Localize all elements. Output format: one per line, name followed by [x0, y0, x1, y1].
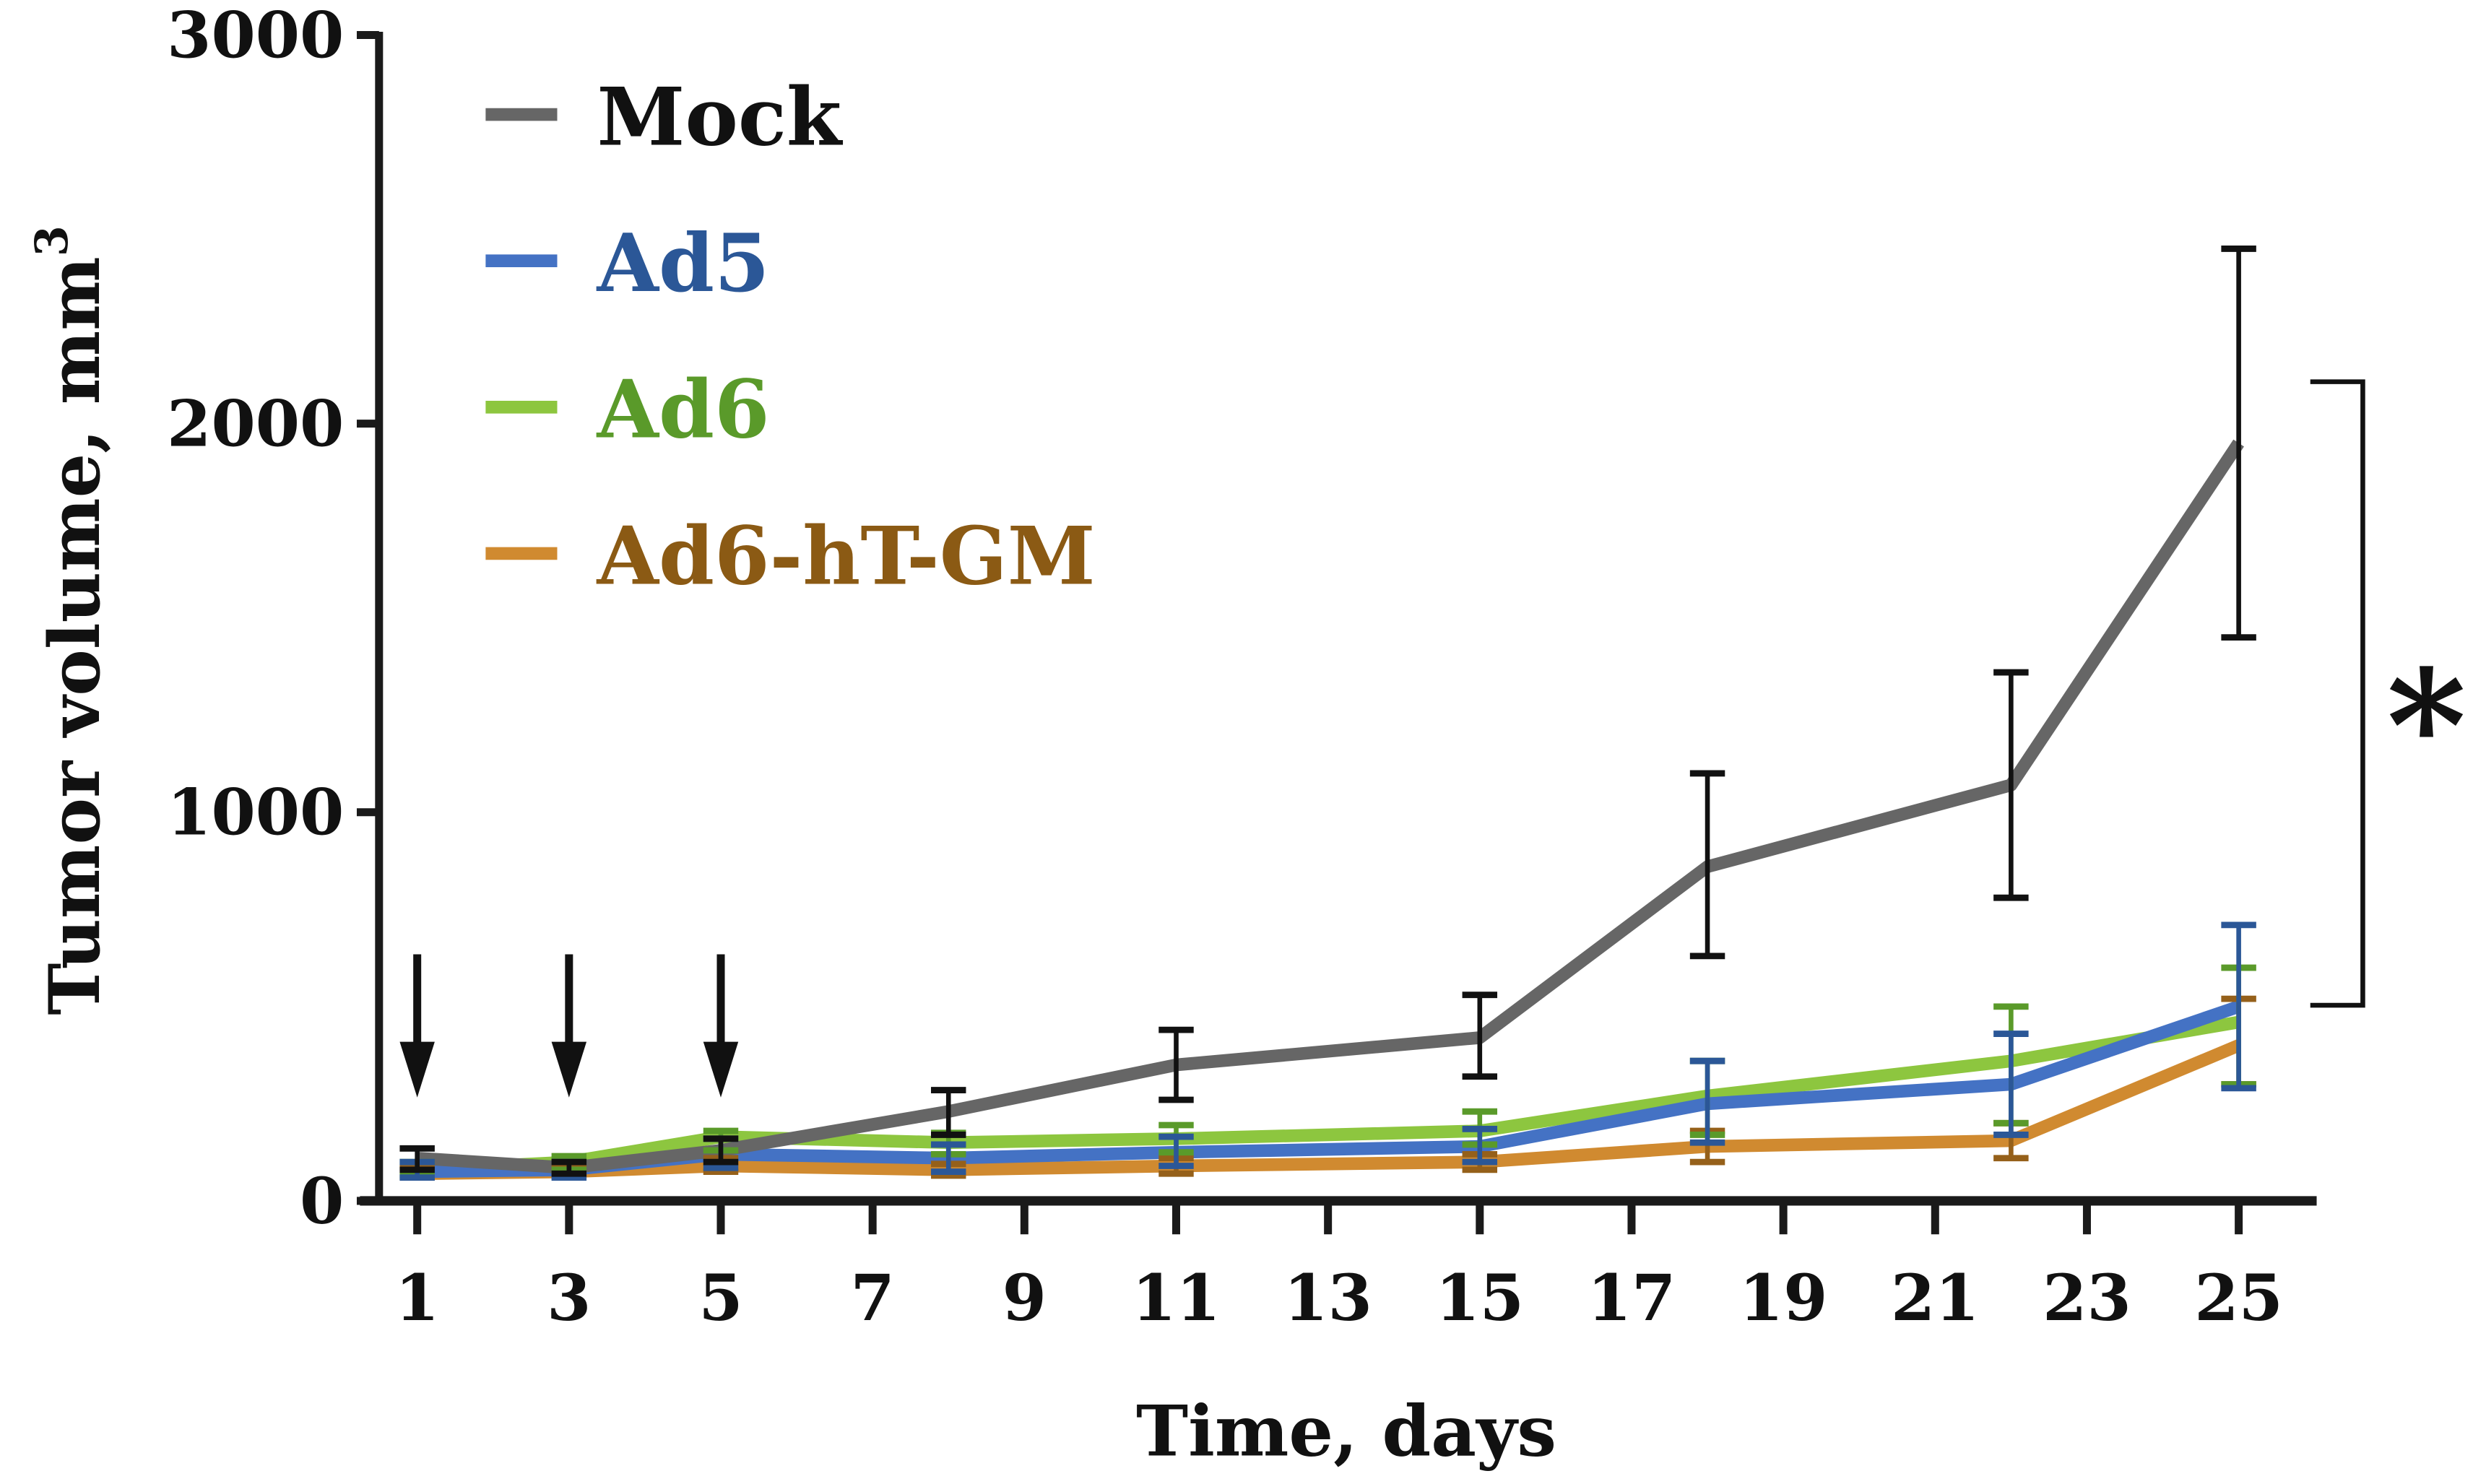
x-tick-label: 7 [851, 1260, 895, 1335]
data-marks [399, 246, 2365, 1181]
y-axis-label: Tumor volume, mm3 [25, 225, 116, 1015]
x-tick-label: 3 [547, 1260, 591, 1335]
y-axis-label-superscript: 3 [25, 225, 78, 256]
significance-star: * [2386, 635, 2466, 815]
x-tick-label: 19 [1739, 1260, 1828, 1335]
y-tick-label: 1000 [167, 775, 344, 850]
x-tick-label: 21 [1891, 1260, 1980, 1335]
legend: Mock Ad5 Ad6 Ad6-hT-GM [485, 70, 1096, 602]
x-tick-label: 23 [2043, 1260, 2131, 1335]
legend-label: Ad6-hT-GM [597, 509, 1096, 602]
significance-bracket [2310, 379, 2365, 1008]
y-tick-label: 0 [300, 1163, 344, 1238]
legend-label: Ad6 [597, 363, 770, 456]
treatment-arrow-head [399, 1041, 435, 1098]
x-tick-label: 11 [1132, 1260, 1221, 1335]
treatment-arrow-head [551, 1041, 587, 1098]
y-tick-label: 2000 [167, 386, 344, 461]
x-tick-label: 9 [1002, 1260, 1047, 1335]
legend-label: Mock [597, 70, 844, 163]
x-tick-label: 17 [1588, 1260, 1676, 1335]
x-tick-label: 5 [698, 1260, 742, 1335]
treatment-arrow-head [703, 1041, 739, 1098]
x-tick-label: 1 [395, 1260, 439, 1335]
x-tick-label: 25 [2194, 1260, 2283, 1335]
y-axis-label-text: Tumor volume, mm [33, 256, 116, 1015]
y-tick-label: 3000 [167, 0, 344, 72]
x-axis-label: Time, days [1136, 1389, 1556, 1472]
x-tick-label: 15 [1436, 1260, 1525, 1335]
x-tick-label: 13 [1283, 1260, 1372, 1335]
legend-label: Ad5 [597, 217, 770, 310]
